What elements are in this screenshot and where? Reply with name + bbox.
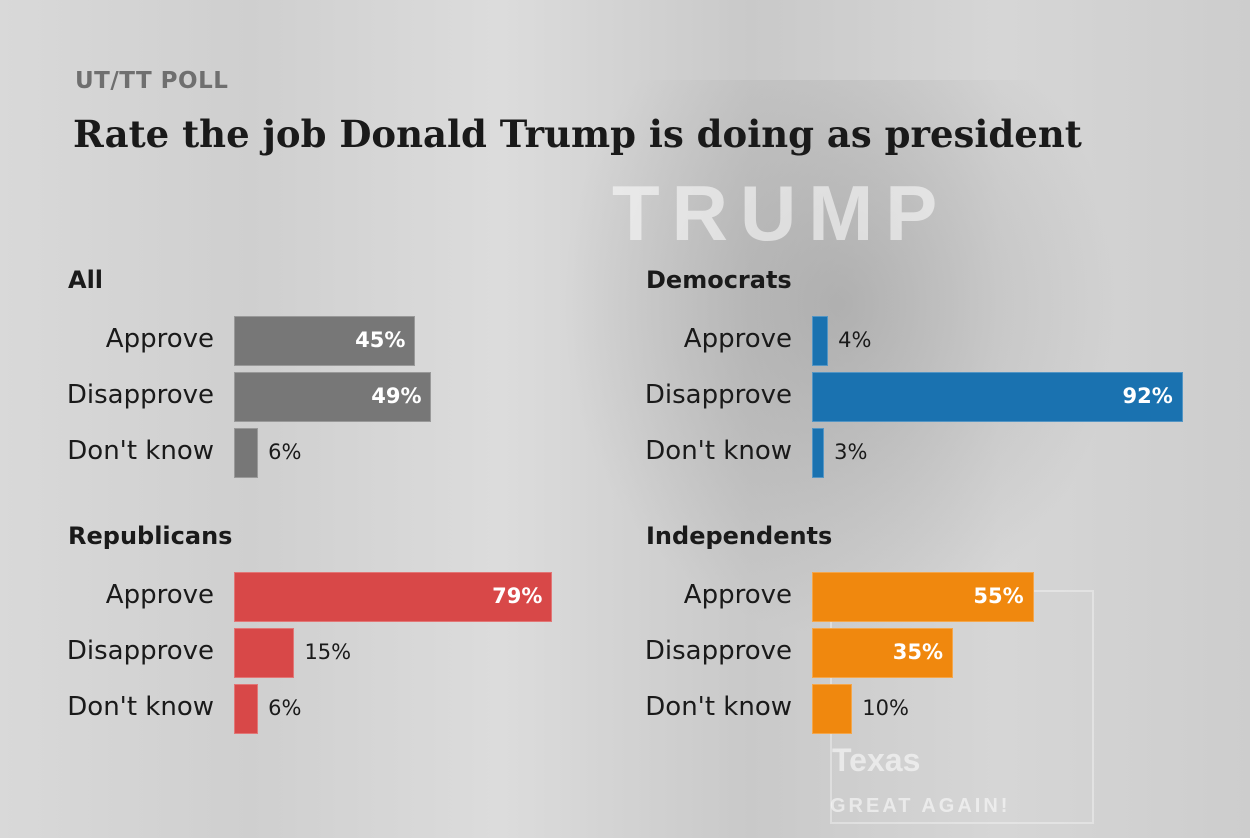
- bar-row: Approve 55%: [646, 572, 1246, 622]
- value-label: 3%: [834, 440, 868, 464]
- panel-title: Democrats: [646, 266, 792, 294]
- category-label: Approve: [683, 324, 792, 354]
- category-label: Don't know: [645, 436, 792, 466]
- panel-independents: Independents Approve 55% Disapprove 35% Don't…: [644, 522, 1246, 752]
- bar-row: Disapprove 92%: [644, 372, 1246, 422]
- bar: [234, 628, 295, 678]
- value-label: 55%: [973, 584, 1024, 608]
- category-label: Disapprove: [66, 380, 214, 410]
- bar: [812, 372, 1183, 422]
- value-label: 10%: [862, 696, 909, 720]
- chart-title: Rate the job Donald Trump is doing as pr…: [73, 112, 1082, 156]
- category-label: Approve: [683, 580, 792, 610]
- value-label: 92%: [1122, 384, 1173, 408]
- category-label: Disapprove: [644, 380, 792, 410]
- value-label: 6%: [268, 696, 302, 720]
- bar: [234, 684, 259, 734]
- value-label: 15%: [304, 640, 352, 664]
- bar-row: Approve 4%: [646, 316, 1246, 366]
- category-label: Approve: [105, 324, 214, 354]
- bar-row: Approve 45%: [68, 316, 668, 366]
- panel-republicans: Republicans Approve 79% Disapprove 15% Don't …: [66, 522, 668, 752]
- bar: [234, 572, 553, 622]
- background-sign-text: GREAT AGAIN!: [830, 795, 1011, 817]
- category-label: Disapprove: [644, 636, 792, 666]
- bar-row: Don't know 10%: [645, 684, 1246, 734]
- panel-democrats: Democrats Approve 4% Disapprove 92% Don't kno…: [644, 266, 1246, 496]
- value-label: 35%: [892, 640, 944, 664]
- bar: [234, 428, 259, 478]
- bar-row: Disapprove 35%: [644, 628, 1246, 678]
- panel-all: All Approve 45% Disapprove 49% Don't know 6%: [66, 266, 668, 496]
- category-label: Approve: [105, 580, 214, 610]
- kicker: UT/TT POLL: [75, 68, 229, 94]
- bar-row: Don't know 6%: [67, 684, 668, 734]
- bar: [234, 316, 416, 366]
- value-label: 79%: [492, 584, 543, 608]
- bar-row: Don't know 3%: [645, 428, 1246, 478]
- panel-title: All: [68, 266, 104, 294]
- panel-title: Independents: [646, 522, 833, 550]
- bar: [812, 684, 853, 734]
- background-sign-text: TRUMP: [612, 169, 950, 257]
- bar: [812, 572, 1034, 622]
- bar-row: Approve 79%: [68, 572, 668, 622]
- bar-row: Disapprove 49%: [66, 372, 668, 422]
- bar: [234, 372, 432, 422]
- panel-title: Republicans: [68, 522, 233, 550]
- value-label: 4%: [838, 328, 872, 352]
- category-label: Don't know: [645, 692, 792, 722]
- category-label: Don't know: [67, 692, 214, 722]
- value-label: 49%: [371, 384, 422, 408]
- value-label: 6%: [268, 440, 302, 464]
- bar: [812, 628, 954, 678]
- category-label: Disapprove: [66, 636, 214, 666]
- bar: [812, 316, 829, 366]
- bar: [812, 428, 825, 478]
- category-label: Don't know: [67, 436, 214, 466]
- value-label: 45%: [355, 328, 406, 352]
- background-photo: [560, 80, 1120, 640]
- background-sign-text: Texas: [832, 742, 921, 778]
- bar-row: Disapprove 15%: [66, 628, 668, 678]
- bar-row: Don't know 6%: [67, 428, 668, 478]
